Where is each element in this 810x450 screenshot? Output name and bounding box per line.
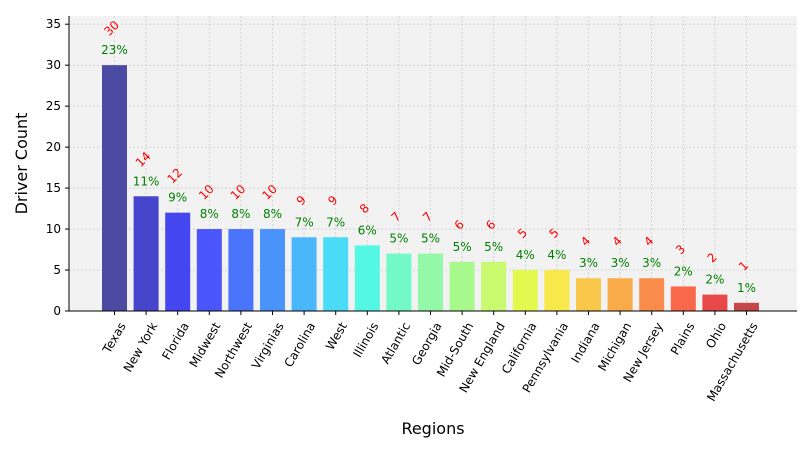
bar xyxy=(228,229,254,311)
bar xyxy=(354,245,380,311)
percent-label: 3% xyxy=(642,256,661,270)
percent-label: 3% xyxy=(579,256,598,270)
y-tick-label: 20 xyxy=(46,140,61,154)
bar xyxy=(291,237,317,311)
bar xyxy=(196,229,222,311)
percent-label: 23% xyxy=(101,43,128,57)
x-tick-label: Georgia xyxy=(409,320,445,368)
bar xyxy=(670,286,696,311)
percent-label: 1% xyxy=(737,281,756,295)
y-tick-label: 5 xyxy=(53,263,61,277)
bar xyxy=(323,237,349,311)
x-tick-label: Florida xyxy=(159,320,192,362)
bar xyxy=(133,196,159,311)
bar xyxy=(449,261,475,311)
percent-label: 2% xyxy=(674,264,693,278)
y-tick-label: 25 xyxy=(46,99,61,113)
bar xyxy=(481,261,507,311)
y-tick-label: 10 xyxy=(46,222,61,236)
percent-label: 5% xyxy=(484,240,503,254)
bar xyxy=(386,253,412,311)
y-axis-label: Driver Count xyxy=(12,113,31,215)
x-tick-label: Ohio xyxy=(703,320,729,351)
bar xyxy=(734,302,759,311)
bar xyxy=(512,270,538,311)
y-axis-ticks: 0 5 10 15 20 25 30 35 xyxy=(46,17,69,318)
percent-label: 5% xyxy=(453,240,472,254)
percent-label: 4% xyxy=(516,248,535,262)
y-tick-label: 35 xyxy=(46,17,61,31)
bar xyxy=(576,278,601,311)
bar xyxy=(165,212,191,311)
percent-label: 6% xyxy=(358,223,377,237)
percent-label: 7% xyxy=(326,215,345,229)
bars xyxy=(102,65,759,312)
percent-label: 9% xyxy=(168,191,187,205)
y-tick-label: 15 xyxy=(46,181,61,195)
x-tick-label: Atlantic xyxy=(378,320,413,367)
percent-label: 3% xyxy=(611,256,630,270)
bar xyxy=(607,278,633,311)
percent-label: 4% xyxy=(547,248,566,262)
x-tick-label: Carolina xyxy=(282,320,319,370)
x-tick-label: Illinois xyxy=(350,320,381,360)
percent-label: 7% xyxy=(295,215,314,229)
y-tick-label: 30 xyxy=(46,58,61,72)
percent-label: 5% xyxy=(421,232,440,246)
x-axis-label: Regions xyxy=(401,419,464,438)
x-tick-label: Indiana xyxy=(568,320,602,365)
percent-label: 11% xyxy=(133,174,160,188)
percent-label: 8% xyxy=(231,207,250,221)
y-tick-label: 0 xyxy=(53,304,61,318)
bar xyxy=(102,65,127,312)
bar xyxy=(544,270,570,311)
bar xyxy=(418,253,443,311)
percent-labels: 23% 11% 9% 8% 8% 8% 7% 7% 6% 5% 5% 5% 5% 4% 4% 3% 3% 3% 2%… xyxy=(101,43,756,295)
percent-label: 2% xyxy=(705,273,724,287)
bar xyxy=(702,294,728,311)
percent-label: 8% xyxy=(263,207,282,221)
x-tick-label: West xyxy=(323,320,350,353)
bar xyxy=(639,278,665,311)
percent-label: 5% xyxy=(389,232,408,246)
percent-label: 8% xyxy=(200,207,219,221)
bar xyxy=(260,229,285,311)
x-tick-label: Plains xyxy=(668,320,698,357)
x-tick-label: Texas xyxy=(100,320,129,357)
